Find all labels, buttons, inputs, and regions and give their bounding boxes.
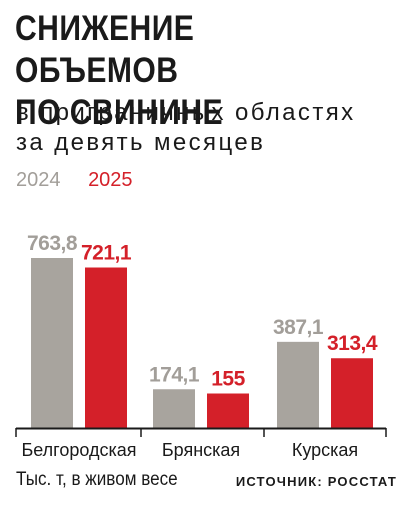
- bar-2024-1: [153, 389, 195, 428]
- bar-2024-2: [277, 341, 319, 428]
- data-label-2025-1: 155: [211, 368, 245, 391]
- data-label-2024-0: 763,8: [27, 232, 78, 255]
- legend-item-2025: 2025: [88, 169, 133, 191]
- title-line-2: ПО СВИНИНЕ: [15, 93, 224, 132]
- bar-2025-0: [85, 267, 127, 428]
- chart-title: СНИЖЕНИЕ ОБЪЕМОВ ПО СВИНИНЕ: [15, 8, 350, 134]
- category-label-1: Брянская: [162, 440, 240, 460]
- chart-subtitle: в приграничных областях за девять месяце…: [16, 98, 406, 158]
- category-label-0: Белгородская: [21, 440, 136, 460]
- category-label-2: Курская: [292, 440, 358, 460]
- data-label-2024-1: 174,1: [149, 363, 200, 386]
- source-label: ИСТОЧНИК: РОССТАТ: [235, 474, 397, 489]
- bar-2024-0: [31, 258, 73, 428]
- subtitle-line-1: в приграничных областях: [16, 99, 356, 126]
- bar-2025-2: [331, 358, 373, 428]
- title-line-1: СНИЖЕНИЕ ОБЪЕМОВ: [15, 9, 195, 90]
- data-label-2025-0: 721,1: [81, 242, 132, 265]
- bar-2025-1: [207, 393, 249, 428]
- legend-item-2024: 2024: [16, 169, 61, 191]
- unit-label: Тыс. т, в живом весе: [16, 469, 178, 490]
- data-label-2025-2: 313,4: [327, 332, 378, 355]
- data-label-2024-2: 387,1: [273, 316, 324, 339]
- legend: 2024 2025: [16, 168, 155, 192]
- subtitle-line-2: за девять месяцев: [16, 129, 266, 156]
